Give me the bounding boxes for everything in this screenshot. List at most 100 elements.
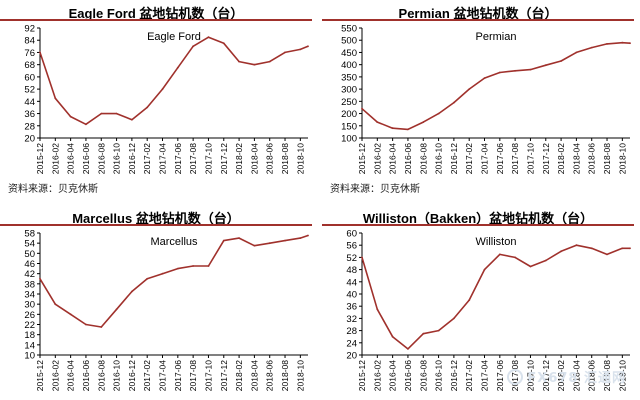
x-tick-label: 2016-04 bbox=[388, 143, 398, 174]
x-tick-label: 2017-08 bbox=[188, 143, 198, 174]
y-tick-label: 18 bbox=[24, 330, 35, 341]
x-tick-label: 2018-06 bbox=[587, 143, 597, 174]
y-tick-label: 30 bbox=[24, 300, 35, 311]
data-point bbox=[54, 303, 57, 306]
x-tick-label: 2016-10 bbox=[434, 360, 444, 391]
x-tick-label: 2016-06 bbox=[81, 143, 91, 174]
y-tick-label: 38 bbox=[24, 279, 35, 290]
y-tick-label: 350 bbox=[341, 72, 357, 83]
data-point bbox=[253, 63, 256, 66]
data-point bbox=[238, 60, 241, 63]
data-point bbox=[39, 51, 41, 54]
x-tick-label: 2016-02 bbox=[50, 360, 60, 391]
x-tick-label: 2018-02 bbox=[234, 143, 244, 174]
data-point bbox=[483, 77, 486, 79]
x-tick-label: 2018-02 bbox=[556, 143, 566, 174]
data-point bbox=[529, 265, 532, 268]
data-point bbox=[453, 101, 455, 104]
y-tick-label: 500 bbox=[341, 36, 357, 47]
y-tick-label: 40 bbox=[346, 290, 357, 301]
panel-permian: Permian 盆地钻机数（台） 100 150 200 250 300 350 400 45… bbox=[322, 0, 634, 195]
data-point bbox=[69, 115, 72, 118]
data-point bbox=[391, 127, 394, 130]
data-point bbox=[176, 66, 179, 69]
series-line bbox=[361, 244, 630, 350]
data-point bbox=[54, 97, 57, 100]
panel-marcellus: Marcellus 盆地钻机数（台） 10 14 18 22 26 30 34 38 42 46 5… bbox=[0, 205, 312, 400]
x-tick-label: 2016-08 bbox=[96, 360, 106, 391]
chart-inner-label: Williston bbox=[476, 236, 517, 248]
y-tick-label: 76 bbox=[24, 48, 35, 59]
x-tick-label: 2018-04 bbox=[249, 143, 259, 174]
x-tick-label: 2017-02 bbox=[464, 360, 474, 391]
title-rule bbox=[0, 224, 312, 226]
x-tick-label: 2018-02 bbox=[234, 360, 244, 391]
x-tick-label: 2015-12 bbox=[35, 143, 45, 174]
x-tick-label: 2016-12 bbox=[127, 143, 137, 174]
y-tick-label: 250 bbox=[341, 97, 357, 108]
x-tick-label: 2017-06 bbox=[495, 143, 505, 174]
y-tick-label: 10 bbox=[24, 351, 35, 362]
x-tick-label: 2017-06 bbox=[495, 360, 505, 391]
y-tick-label: 36 bbox=[346, 302, 357, 313]
x-tick-label: 2017-02 bbox=[142, 360, 152, 391]
y-tick-label: 32 bbox=[346, 314, 357, 325]
x-tick-label: 2016-02 bbox=[372, 143, 382, 174]
x-tick-label: 2017-12 bbox=[541, 360, 551, 391]
x-tick-label: 2015-12 bbox=[357, 360, 367, 391]
x-tick-label: 2017-10 bbox=[525, 360, 535, 391]
data-point bbox=[422, 121, 425, 123]
x-tick-label: 2017-04 bbox=[480, 360, 490, 391]
x-tick-label: 2018-06 bbox=[265, 143, 275, 174]
y-tick-label: 68 bbox=[24, 60, 35, 71]
x-tick-label: 2018-10 bbox=[295, 143, 305, 174]
data-point bbox=[498, 71, 501, 74]
x-tick-label: 2016-10 bbox=[112, 143, 122, 174]
y-tick-label: 42 bbox=[24, 269, 35, 280]
panel-eagle-ford: Eagle Ford 盆地钻机数（台） 20 28 36 44 52 60 68 76 84 92… bbox=[0, 0, 312, 195]
data-point bbox=[192, 265, 195, 267]
data-point bbox=[621, 41, 624, 44]
x-tick-label: 2016-12 bbox=[127, 360, 137, 391]
y-tick-label: 26 bbox=[24, 310, 35, 321]
data-point bbox=[376, 308, 379, 311]
y-tick-label: 44 bbox=[24, 97, 35, 108]
data-point bbox=[361, 256, 363, 259]
data-point bbox=[115, 112, 118, 115]
data-point bbox=[192, 45, 195, 48]
chart-inner-label: Marcellus bbox=[150, 236, 198, 248]
data-point bbox=[161, 272, 164, 275]
y-tick-label: 150 bbox=[341, 121, 357, 132]
y-tick-label: 400 bbox=[341, 60, 357, 71]
data-point bbox=[560, 60, 562, 62]
x-tick-label: 2016-06 bbox=[403, 143, 413, 174]
data-point bbox=[437, 112, 440, 115]
data-point bbox=[222, 239, 225, 242]
data-point bbox=[529, 68, 532, 71]
series-line bbox=[361, 41, 631, 131]
data-point bbox=[146, 106, 149, 109]
data-point bbox=[85, 323, 87, 326]
x-tick-label: 2016-02 bbox=[372, 360, 382, 391]
y-tick-label: 44 bbox=[346, 277, 357, 288]
y-tick-label: 58 bbox=[24, 229, 35, 240]
x-tick-label: 2017-08 bbox=[510, 143, 520, 174]
data-point bbox=[307, 45, 309, 48]
y-tick-label: 450 bbox=[341, 48, 357, 59]
y-tick-label: 52 bbox=[346, 253, 357, 264]
panel-header: Marcellus 盆地钻机数（台） bbox=[0, 205, 312, 227]
data-point bbox=[391, 335, 394, 338]
x-tick-label: 2016-04 bbox=[388, 360, 398, 391]
data-point bbox=[544, 64, 547, 67]
x-tick-label: 2018-08 bbox=[602, 143, 612, 174]
data-point bbox=[176, 267, 179, 270]
x-tick-label: 2016-08 bbox=[96, 143, 106, 174]
data-point bbox=[284, 51, 286, 54]
data-point bbox=[468, 299, 471, 301]
x-tick-label: 2018-04 bbox=[571, 360, 581, 391]
data-point bbox=[590, 247, 593, 250]
x-tick-label: 2017-02 bbox=[142, 143, 152, 174]
data-point bbox=[560, 250, 562, 253]
